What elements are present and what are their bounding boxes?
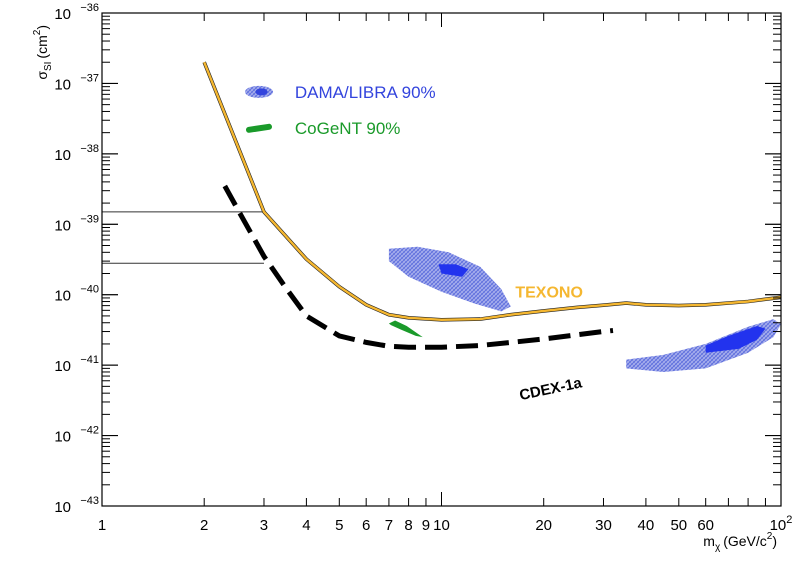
x-axis-ticks: 1 2 3 4 5 6 7 8 9 10 20 30 40 50 60 102 bbox=[98, 13, 793, 534]
dama-libra-inner-low bbox=[438, 264, 469, 277]
dama-libra-inner-high bbox=[705, 326, 766, 353]
dama-libra-region-low bbox=[388, 246, 511, 312]
x-tick-label: 10 bbox=[433, 517, 450, 534]
y-axis-title-close: ) bbox=[34, 25, 50, 30]
x-tick-label: 6 bbox=[362, 517, 370, 534]
x-tick-label: 4 bbox=[302, 517, 310, 534]
legend-dama-swatch-inner bbox=[255, 88, 268, 96]
y-tick-label: 10 −37 bbox=[54, 72, 99, 93]
dama-libra-region-high bbox=[626, 319, 781, 372]
x-tick-label: 3 bbox=[260, 517, 268, 534]
legend-cogent-label: CoGeNT 90% bbox=[295, 119, 401, 138]
x-axis-title: mχ (GeV/c2) bbox=[703, 531, 777, 553]
cogent-region bbox=[388, 320, 423, 338]
y-tick-label: 10 −40 bbox=[54, 284, 99, 305]
x-tick-label: 2 bbox=[200, 517, 208, 534]
legend: DAMA/LIBRA 90% CoGeNT 90% bbox=[244, 83, 436, 138]
cdex-1a-curve bbox=[222, 184, 614, 350]
x-tick-label: 20 bbox=[535, 517, 552, 534]
x-tick-label: 50 bbox=[670, 517, 687, 534]
texono-curve bbox=[203, 61, 781, 322]
x-tick-label: 8 bbox=[404, 517, 412, 534]
y-tick-label: 10 −39 bbox=[54, 213, 99, 234]
x-tick-label: 30 bbox=[595, 517, 612, 534]
x-tick-label: 60 bbox=[697, 517, 714, 534]
y-axis-title-unit-sup: 2 bbox=[32, 29, 43, 35]
x-tick-label: 40 bbox=[638, 517, 655, 534]
y-tick-label: 10 −38 bbox=[54, 143, 99, 164]
x-tick-label: 9 bbox=[422, 517, 430, 534]
texono-label: TEXONO bbox=[515, 285, 583, 302]
x-axis-title-main: m bbox=[703, 533, 715, 549]
x-axis-title-unit: (GeV/c bbox=[723, 533, 767, 549]
dama-libra-outer-low bbox=[388, 246, 511, 312]
y-tick-label: 10 −43 bbox=[54, 495, 99, 516]
x-axis-title-close: ) bbox=[772, 533, 777, 549]
y-axis-title-main: σ bbox=[34, 71, 50, 80]
x-tick-label: 5 bbox=[335, 517, 343, 534]
x-axis-title-unit-sup: 2 bbox=[767, 531, 773, 542]
y-tick-label: 10 −36 bbox=[54, 2, 99, 23]
x-tick-label: 102 bbox=[770, 514, 793, 534]
y-axis-title-sub: SI bbox=[43, 62, 54, 71]
y-axis-title: σSI (cm2) bbox=[32, 25, 54, 80]
y-axis-ticks: 10−43 10−42 10−41 10−40 10−39 10−38 10−37 10−36 bbox=[54, 2, 781, 516]
y-tick-label: 10 −42 bbox=[54, 425, 99, 446]
cdex-1a-label: CDEX-1a bbox=[518, 374, 584, 404]
legend-dama-label: DAMA/LIBRA 90% bbox=[295, 83, 436, 102]
x-tick-label: 1 bbox=[98, 517, 106, 534]
x-axis-title-sub: χ bbox=[715, 542, 721, 553]
x-tick-label: 7 bbox=[385, 517, 393, 534]
y-axis-title-unit: (cm bbox=[34, 35, 50, 58]
legend-cogent-swatch bbox=[245, 123, 272, 133]
y-tick-label: 10 −41 bbox=[54, 354, 99, 375]
reference-lines bbox=[102, 211, 264, 264]
